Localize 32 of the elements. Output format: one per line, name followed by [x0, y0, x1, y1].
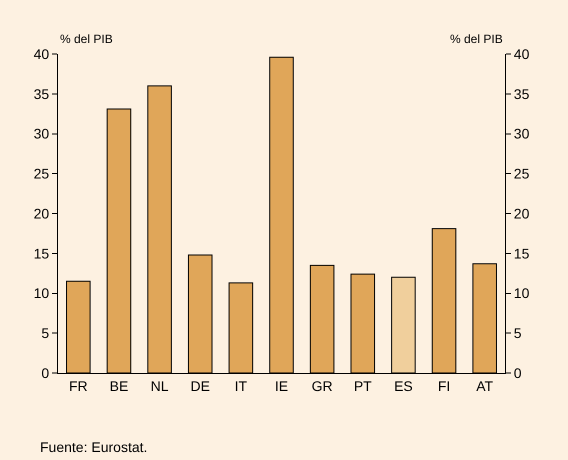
y2-tick-label: 40	[514, 46, 530, 62]
y2-tick-label: 15	[514, 245, 530, 262]
y-tick-label: 35	[34, 86, 50, 102]
y-tick-label: 5	[41, 325, 50, 342]
x-tick-label: GR	[312, 378, 333, 394]
y2-tick-label: 20	[514, 205, 530, 222]
x-tick-label: BE	[110, 378, 128, 394]
y-tick-label: 0	[41, 364, 50, 381]
x-tick-label: ES	[394, 378, 413, 394]
y2-tick-label: 5	[514, 325, 522, 342]
x-tick-label: PT	[354, 378, 372, 394]
y2-tick-label: 10	[514, 285, 530, 302]
source-note: Fuente: Eurostat.	[40, 439, 148, 455]
x-tick-label: IE	[274, 378, 288, 394]
y2-tick-label: 30	[514, 126, 530, 142]
y2-axis-title: % del PIB	[450, 32, 503, 46]
y2-tick-label: 0	[514, 364, 522, 381]
x-tick-label: NL	[150, 378, 169, 394]
y2-tick-label: 25	[514, 166, 530, 182]
y-tick-label: 15	[34, 245, 50, 262]
x-tick-label: IT	[234, 378, 248, 394]
y-tick-label: 25	[34, 166, 50, 182]
y-tick-label: 10	[34, 285, 50, 302]
x-tick-label: FR	[68, 378, 88, 394]
x-tick-label: FI	[438, 378, 450, 394]
x-tick-label: AT	[476, 378, 494, 394]
y-tick-label: 20	[34, 205, 50, 222]
y2-tick-label: 35	[514, 86, 530, 102]
x-tick-label: DE	[190, 378, 210, 394]
y-axis-title: % del PIB	[60, 32, 113, 46]
y-tick-label: 40	[34, 46, 50, 62]
y-tick-label: 30	[34, 126, 50, 142]
